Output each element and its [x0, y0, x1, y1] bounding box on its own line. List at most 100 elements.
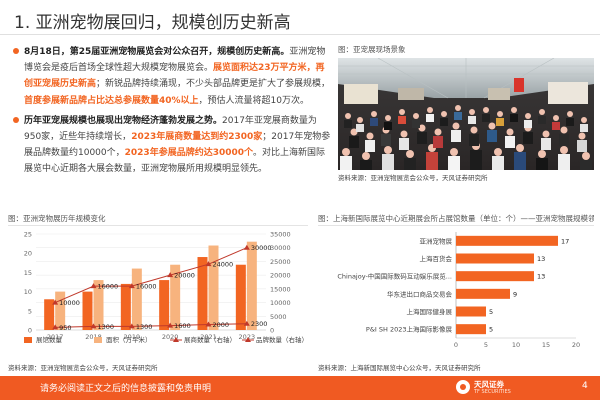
chart-legend: 展馆数量 面积（万平米） 展商数量（右轴） 品牌数量（右轴） — [24, 335, 308, 344]
legend-label: 展馆数量 — [36, 335, 63, 344]
legend-label: 面积（万平米） — [106, 335, 152, 344]
left-axis-tick-label: 5 — [28, 307, 32, 315]
bar — [44, 299, 55, 330]
legend-swatch — [24, 337, 32, 343]
bullet-highlight: 首度参展新品牌占比达总参展数量40%以上 — [24, 95, 199, 106]
brand-name-english: TF SECURITIES — [474, 389, 511, 395]
venue-chart-label: 图：上海新国际展览中心近期展会所占展馆数量（单位：个）——亚洲宠物展规模领先 — [318, 212, 594, 226]
bullet-text: ；2017年宠物参展品牌数量约10000个， — [24, 132, 331, 159]
page-number: 4 — [582, 381, 588, 391]
line-point-marker — [205, 321, 212, 327]
bar — [456, 253, 534, 264]
line-data-label: 1300 — [98, 323, 115, 331]
footer-bar: 请务必阅读正文之后的信息披露和免责申明 天风证券 TF SECURITIES 4 — [0, 376, 600, 400]
line-point-marker — [243, 320, 250, 326]
expo-crowd-photo — [338, 58, 594, 170]
category-label: 华东进出口商品交易会 — [387, 289, 453, 298]
line-point-marker — [90, 283, 97, 289]
history-scale-chart: 0 5 10 15 20 25 0 5000 10000 15000 20000 25000 3000… — [24, 231, 308, 345]
bullet-text: ，预估人流量将超10万次。 — [198, 95, 309, 106]
legend-marker — [245, 337, 251, 342]
bar — [93, 280, 104, 330]
bullet-lead: 8月18日，第25届亚洲宠物展览会对公众召开，规模创历史新高。 — [24, 47, 290, 57]
bar — [159, 280, 170, 330]
legend-label: 展商数量（右轴） — [184, 335, 236, 344]
x-axis-tick-label: 2020 — [162, 333, 179, 341]
bar-series — [44, 241, 257, 330]
bullet-lead: 历年亚宠展规模也展现出宠物经济蓬勃发展之势。 — [24, 115, 223, 126]
photo-panel: 图：亚宠展现场景象 — [338, 44, 594, 182]
chart-gridlines — [36, 233, 266, 331]
right-axis-tick-label: 15000 — [270, 285, 291, 293]
right-axis-tick-label: 5000 — [270, 313, 287, 321]
legend-label: 品牌数量（右轴） — [256, 335, 308, 344]
x-axis-tick-label: 2021 — [200, 333, 217, 341]
bar — [246, 241, 257, 330]
category-label: 上海国际健身展 — [407, 307, 453, 316]
right-axis-tick-label: 25000 — [270, 258, 291, 266]
x-axis-tick-label: 15 — [542, 341, 550, 349]
line-point-marker — [52, 324, 59, 330]
brand-logo-icon — [456, 380, 470, 394]
bar — [131, 268, 142, 330]
bar — [208, 245, 219, 330]
x-axis-ticks: 2017 2018 2019 2020 2021 2023 — [47, 333, 255, 341]
brand-name: 天风证券 — [474, 380, 504, 389]
category-label: P&I SH 2023上海国际影像展 — [366, 325, 453, 334]
venue-halls-chart-panel: 图：上海新国际展览中心近期展会所占展馆数量（单位：个）——亚洲宠物展规模领先 亚… — [318, 212, 594, 372]
bar-value-label: 5 — [489, 308, 493, 316]
bullet-highlight: 2023年参展品牌约达30000个 — [124, 148, 254, 159]
series-line — [54, 247, 248, 304]
bullet-dot-icon — [13, 48, 19, 54]
page-title: 1. 亚洲宠物展回归，规模创历史新高 — [14, 13, 291, 33]
left-axis-tick-label: 15 — [24, 269, 32, 277]
x-axis-tick-label: 2017 — [47, 333, 64, 341]
line-series: 950 1300 1300 1600 2000 2300 10000 16000 16000 20… — [52, 244, 272, 332]
bullet-text: 亚洲宠物博览会是疫后首场全球性超大规模宠物展览会。 — [24, 47, 326, 74]
right-axis-tick-label: 35000 — [270, 231, 291, 239]
line-data-label: 16000 — [136, 283, 157, 291]
bullet-text: 2017年亚宠展商数量为950家，近些年持续增长， — [24, 115, 317, 143]
left-axis-tick-label: 20 — [24, 250, 32, 258]
bar-value-label: 9 — [513, 290, 517, 298]
bar — [82, 291, 93, 330]
bar — [456, 306, 486, 317]
line-data-label: 2000 — [213, 321, 230, 329]
line-data-label: 20000 — [174, 272, 195, 280]
line-data-label: 10000 — [59, 299, 80, 307]
bullet-text: 。对比上海新国际展览中心近期各大展会数量，亚洲宠物展所用规模明显领先。 — [24, 148, 326, 175]
history-chart-source-note: 资料来源：亚洲宠物展览会公众号，天风证券研究所 — [8, 364, 158, 372]
left-axis-tick-label: 25 — [24, 231, 32, 239]
bullet-highlight: 2023年展商数量达到约2300家 — [131, 132, 263, 143]
bar — [456, 324, 486, 335]
x-axis-tick-label: 2018 — [85, 333, 102, 341]
left-axis-tick-label: 0 — [28, 327, 32, 335]
line-data-label: 2300 — [251, 320, 268, 328]
title-bar: 1. 亚洲宠物展回归，规模创历史新高 — [0, 0, 600, 38]
right-axis-ticks: 0 5000 10000 15000 20000 25000 30000 35000 — [270, 231, 291, 335]
bar — [235, 264, 246, 330]
right-axis-tick-label: 20000 — [270, 272, 291, 280]
bar — [456, 288, 510, 299]
bar — [456, 235, 558, 246]
photo-figure-label: 图：亚宠展现场景象 — [338, 45, 406, 54]
category-label: 亚洲宠物展 — [420, 236, 453, 245]
line-point-marker — [243, 244, 250, 250]
bullet-paragraph: 历年亚宠展规模也展现出宠物经济蓬勃发展之势。2017年亚宠展商数量为950家，近… — [10, 113, 332, 178]
title-divider — [0, 34, 600, 35]
bar-value-label: 17 — [561, 237, 569, 245]
line-point-marker — [205, 261, 212, 267]
bar-value-label: 13 — [537, 273, 545, 281]
x-axis-tick-label: 20 — [572, 341, 580, 349]
line-point-marker — [128, 323, 135, 329]
category-label: 上海百货会 — [420, 254, 453, 263]
disclaimer-text: 请务必阅读正文之后的信息披露和免责申明 — [40, 384, 212, 394]
bullet-paragraph: 8月18日，第25届亚洲宠物展览会对公众召开，规模创历史新高。亚洲宠物博览会是疫… — [10, 44, 332, 109]
right-axis-tick-label: 10000 — [270, 299, 291, 307]
hall-count-bars: 17 13 13 9 5 5 — [455, 232, 569, 338]
line-data-label: 30000 — [251, 244, 272, 252]
x-axis-ticks: 0 5 10 15 20 — [454, 337, 580, 349]
bar — [197, 257, 208, 330]
